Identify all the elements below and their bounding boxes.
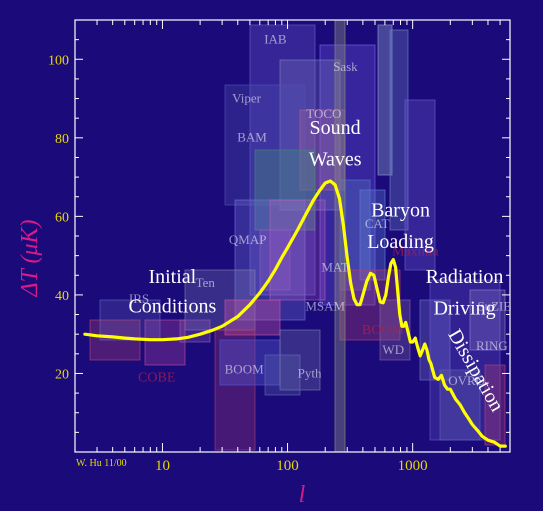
measurement-band: [359, 189, 386, 281]
y-tick-label: 60: [55, 210, 69, 225]
measurement-band: [404, 99, 436, 271]
x-tick-label: 10: [155, 458, 170, 474]
experiment-label: IRS: [129, 291, 149, 306]
annotation-label: Driving: [433, 298, 495, 320]
x-tick-label: 100: [276, 458, 299, 474]
annotation-label: Waves: [309, 148, 362, 170]
experiment-label: COBE: [138, 370, 175, 385]
experiment-label: SuZIE: [477, 299, 511, 314]
experiment-label: Pyth: [298, 365, 322, 380]
measurement-band: [264, 354, 301, 396]
measurement-band: [144, 319, 186, 366]
axis-ticks: 20 40 60 80 100 10 100 1000: [48, 19, 511, 474]
measurement-band: [469, 289, 506, 351]
experiment-label: MSAM: [305, 299, 345, 314]
experiment-label: BOOM: [225, 361, 264, 376]
experiment-bands: [89, 19, 506, 453]
experiment-label: TOCO: [306, 106, 341, 121]
annotation-label: Conditions: [128, 296, 216, 318]
power-spectrum-curve: [83, 179, 507, 448]
annotation-label: Loading: [367, 231, 434, 253]
y-tick-label: 40: [55, 289, 69, 304]
measurement-band: [224, 84, 306, 206]
author-credit: W. Hu 11/00: [76, 458, 127, 469]
experiment-label: Ten: [196, 275, 216, 290]
y-tick-label: 80: [55, 132, 69, 147]
experiment-label: IAB: [264, 32, 287, 47]
measurement-band: [379, 299, 411, 361]
measurement-band: [259, 229, 291, 291]
experiment-label: Viper: [232, 90, 261, 105]
experiment-label: RING: [476, 338, 508, 353]
measurement-band: [219, 339, 281, 386]
annotation-label: Initial: [148, 266, 196, 288]
x-axis-label: l: [299, 482, 306, 508]
experiment-label: BAM: [237, 130, 267, 145]
measurement-band: [389, 29, 409, 231]
experiment-labels: IAB Sask Viper TOCO BAM QMAP Ten IRS CAT MAT MSAM B…: [129, 32, 511, 389]
annotation-label: Radiation: [426, 266, 504, 288]
y-axis-label: ΔT (μK): [17, 219, 43, 297]
measurement-band: [269, 199, 326, 301]
experiment-label: CAT: [365, 216, 390, 231]
measurement-band: [484, 364, 506, 446]
experiment-label: WD: [382, 342, 404, 357]
annotation-label: Sound: [310, 117, 361, 139]
experiment-label: OVRO: [448, 373, 485, 388]
annotation-label: Baryon: [371, 199, 430, 221]
measurement-band: [214, 329, 256, 451]
y-tick-label: 20: [55, 367, 69, 382]
x-tick-label: 1000: [398, 458, 428, 474]
y-tick-label: 100: [48, 53, 69, 68]
experiment-label: Maxima: [392, 245, 439, 260]
experiment-label: BOOM: [362, 323, 405, 338]
experiment-label: QMAP: [229, 232, 267, 247]
experiment-label: MAT: [321, 259, 349, 274]
measurement-band: [249, 24, 316, 296]
experiment-label: Sask: [333, 59, 358, 74]
measurement-band: [419, 299, 451, 381]
